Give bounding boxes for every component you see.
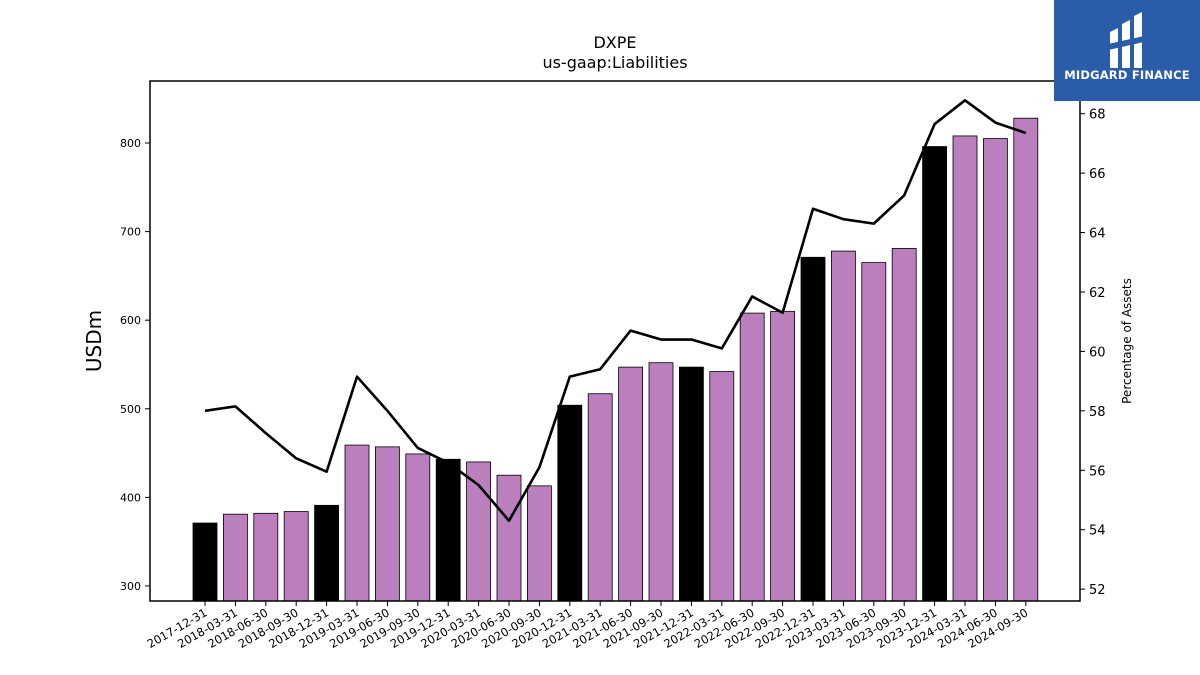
- bar-2018-09-30: [283, 511, 309, 602]
- bar-2024-03-31: [952, 135, 978, 602]
- bar-2020-03-31: [466, 461, 492, 602]
- bar-2018-12-31: [314, 504, 340, 602]
- y2-tick-label: 58: [1089, 405, 1106, 420]
- bar-2023-06-30: [861, 262, 887, 602]
- bar-2022-12-31: [800, 256, 826, 602]
- y-tick-label: 400: [120, 491, 141, 504]
- bar-2021-06-30: [618, 366, 643, 602]
- y2-axis-label: Percentage of Assets: [1120, 278, 1134, 404]
- bar-2023-09-30: [891, 248, 917, 602]
- bar-2021-03-31: [587, 393, 613, 602]
- plot-frame: [149, 80, 1081, 602]
- bar-2019-12-31: [435, 458, 461, 602]
- y2-tick-label: 56: [1089, 464, 1106, 479]
- y-tick-label: 600: [120, 314, 141, 327]
- chart-title: DXPE: [593, 33, 636, 52]
- bar-2024-06-30: [983, 138, 1008, 602]
- y2-tick-label: 64: [1089, 227, 1106, 242]
- y-axis-left: 300 400 500 600 700 800: [120, 137, 150, 593]
- bar-group: [192, 117, 1039, 602]
- y2-tick-label: 52: [1089, 583, 1106, 598]
- brand-name: MIDGARD FINANCE: [1064, 68, 1190, 82]
- bar-2022-06-30: [739, 312, 765, 602]
- bar-2022-03-31: [709, 371, 735, 602]
- bar-2021-12-31: [679, 366, 704, 602]
- y-tick-label: 800: [120, 137, 141, 150]
- line-group: [204, 99, 1027, 523]
- y-axis-label: USDm: [82, 310, 106, 372]
- bar-2021-09-30: [648, 362, 674, 602]
- y2-tick-label: 66: [1089, 167, 1106, 182]
- chart-subtitle: us-gaap:Liabilities: [542, 53, 687, 72]
- brand-logo: MIDGARD FINANCE: [1054, 0, 1200, 101]
- y2-tick-label: 60: [1089, 345, 1106, 360]
- y2-tick-label: 68: [1089, 108, 1106, 123]
- bar-2023-03-31: [831, 250, 856, 602]
- midgard-logo-icon: [1108, 12, 1144, 68]
- y-tick-label: 300: [120, 580, 141, 593]
- bar-2020-09-30: [527, 485, 552, 602]
- bar-2019-03-31: [344, 444, 370, 602]
- y-tick-label: 500: [120, 403, 141, 416]
- y2-tick-label: 54: [1089, 524, 1106, 539]
- bar-2022-09-30: [770, 310, 795, 602]
- bar-2024-09-30: [1013, 117, 1039, 602]
- y2-tick-label: 62: [1089, 286, 1106, 301]
- percentage-of-assets-line: [204, 99, 1027, 523]
- x-axis: 2017-12-312018-03-312018-06-302018-09-30…: [145, 601, 1030, 651]
- bar-2017-12-31: [192, 522, 218, 602]
- y-tick-label: 700: [120, 226, 141, 239]
- bar-2020-12-31: [557, 404, 583, 602]
- bar-2020-06-30: [496, 474, 522, 602]
- bar-2023-12-31: [922, 146, 947, 602]
- y-axis-right: 52 54 56 58 60 62 64 66 68: [1080, 108, 1106, 598]
- bar-2018-06-30: [253, 512, 279, 602]
- bar-2019-09-30: [405, 453, 431, 602]
- bar-2019-06-30: [374, 446, 400, 602]
- bar-2018-03-31: [222, 513, 248, 602]
